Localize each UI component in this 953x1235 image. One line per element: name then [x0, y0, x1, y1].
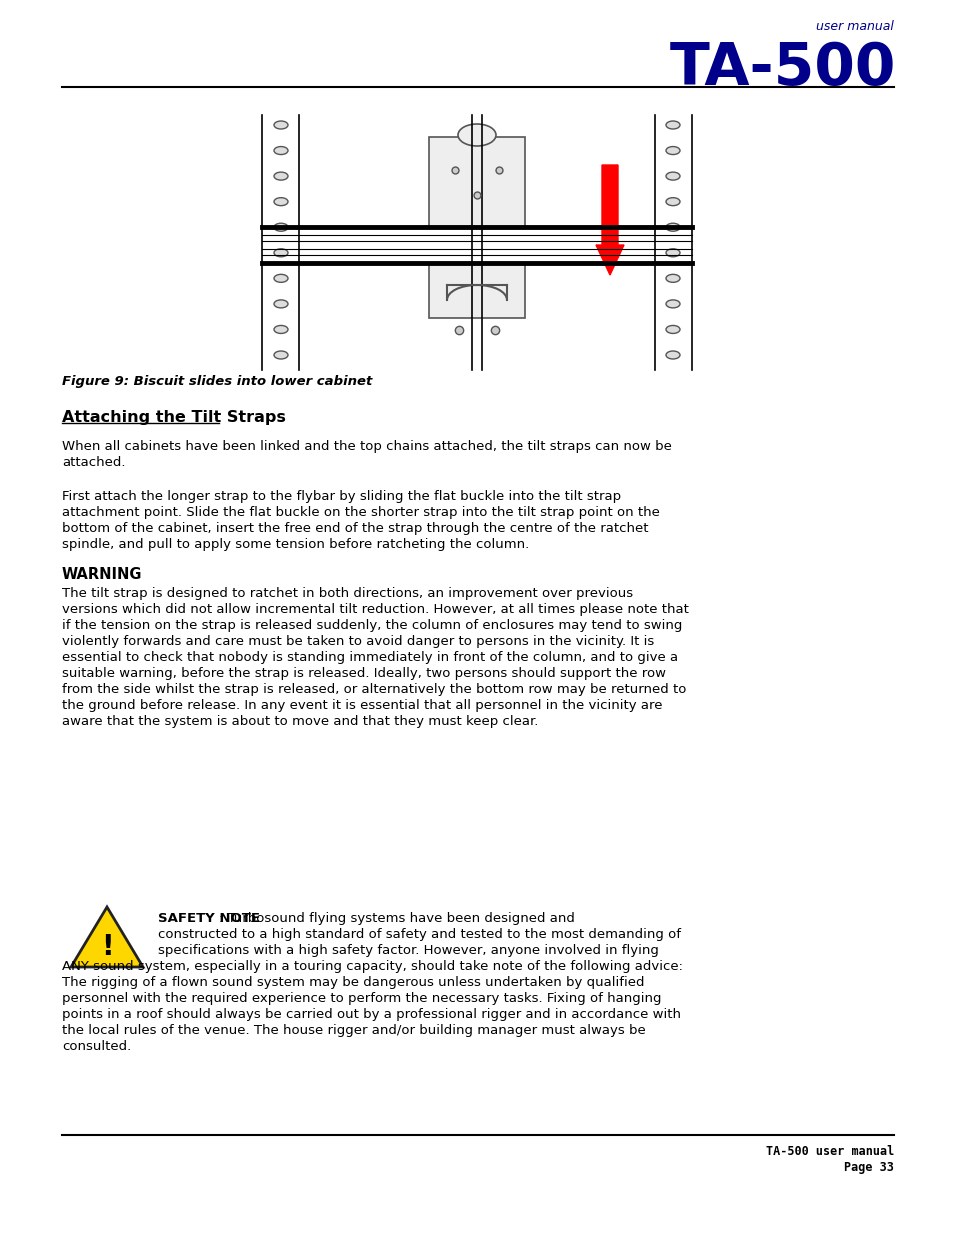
Ellipse shape — [274, 198, 288, 206]
Ellipse shape — [274, 300, 288, 308]
Text: : Turbosound flying systems have been designed and: : Turbosound flying systems have been de… — [219, 911, 575, 925]
Text: !: ! — [101, 932, 113, 961]
Text: spindle, and pull to apply some tension before ratcheting the column.: spindle, and pull to apply some tension … — [62, 538, 529, 551]
Text: The tilt strap is designed to ratchet in both directions, an improvement over pr: The tilt strap is designed to ratchet in… — [62, 587, 633, 600]
Ellipse shape — [665, 274, 679, 283]
Text: First attach the longer strap to the flybar by sliding the flat buckle into the : First attach the longer strap to the fly… — [62, 490, 620, 503]
Ellipse shape — [665, 300, 679, 308]
Text: aware that the system is about to move and that they must keep clear.: aware that the system is about to move a… — [62, 715, 537, 727]
Text: if the tension on the strap is released suddenly, the column of enclosures may t: if the tension on the strap is released … — [62, 619, 681, 632]
Text: user manual: user manual — [815, 20, 893, 33]
Text: Figure 9: Biscuit slides into lower cabinet: Figure 9: Biscuit slides into lower cabi… — [62, 375, 372, 388]
Text: bottom of the cabinet, insert the free end of the strap through the centre of th: bottom of the cabinet, insert the free e… — [62, 522, 648, 535]
Ellipse shape — [274, 274, 288, 283]
Text: Attaching the Tilt Straps: Attaching the Tilt Straps — [62, 410, 286, 425]
Bar — [429, 263, 524, 317]
Ellipse shape — [274, 326, 288, 333]
Ellipse shape — [457, 124, 496, 146]
Text: When all cabinets have been linked and the top chains attached, the tilt straps : When all cabinets have been linked and t… — [62, 440, 671, 453]
Ellipse shape — [665, 351, 679, 359]
Ellipse shape — [665, 248, 679, 257]
Ellipse shape — [274, 351, 288, 359]
Ellipse shape — [274, 172, 288, 180]
Ellipse shape — [665, 172, 679, 180]
Text: TA-500: TA-500 — [669, 40, 895, 98]
Ellipse shape — [665, 224, 679, 231]
Text: points in a roof should always be carried out by a professional rigger and in ac: points in a roof should always be carrie… — [62, 1008, 680, 1021]
Ellipse shape — [274, 147, 288, 154]
Text: the local rules of the venue. The house rigger and/or building manager must alwa: the local rules of the venue. The house … — [62, 1024, 645, 1037]
Ellipse shape — [665, 198, 679, 206]
Ellipse shape — [274, 248, 288, 257]
Text: SAFETY NOTE: SAFETY NOTE — [158, 911, 260, 925]
Text: TA-500 user manual: TA-500 user manual — [765, 1145, 893, 1158]
Text: essential to check that nobody is standing immediately in front of the column, a: essential to check that nobody is standi… — [62, 651, 678, 664]
Text: attachment point. Slide the flat buckle on the shorter strap into the tilt strap: attachment point. Slide the flat buckle … — [62, 506, 659, 519]
Text: violently forwards and care must be taken to avoid danger to persons in the vici: violently forwards and care must be take… — [62, 635, 654, 648]
Text: WARNING: WARNING — [62, 567, 142, 582]
FancyArrow shape — [596, 165, 623, 275]
Text: personnel with the required experience to perform the necessary tasks. Fixing of: personnel with the required experience t… — [62, 992, 660, 1005]
Ellipse shape — [665, 326, 679, 333]
Ellipse shape — [274, 121, 288, 128]
Ellipse shape — [665, 121, 679, 128]
Ellipse shape — [665, 147, 679, 154]
Text: ANY sound system, especially in a touring capacity, should take note of the foll: ANY sound system, especially in a tourin… — [62, 960, 682, 973]
Text: specifications with a high safety factor. However, anyone involved in flying: specifications with a high safety factor… — [158, 944, 659, 957]
Text: Page 33: Page 33 — [843, 1161, 893, 1174]
Ellipse shape — [274, 224, 288, 231]
Polygon shape — [71, 906, 143, 967]
Text: The rigging of a flown sound system may be dangerous unless undertaken by qualif: The rigging of a flown sound system may … — [62, 976, 644, 989]
Text: suitable warning, before the strap is released. Ideally, two persons should supp: suitable warning, before the strap is re… — [62, 667, 665, 680]
Text: consulted.: consulted. — [62, 1040, 132, 1053]
Text: the ground before release. In any event it is essential that all personnel in th: the ground before release. In any event … — [62, 699, 661, 713]
Text: attached.: attached. — [62, 456, 126, 469]
Bar — [429, 137, 524, 227]
Text: constructed to a high standard of safety and tested to the most demanding of: constructed to a high standard of safety… — [158, 927, 680, 941]
Text: versions which did not allow incremental tilt reduction. However, at all times p: versions which did not allow incremental… — [62, 603, 688, 616]
Text: from the side whilst the strap is released, or alternatively the bottom row may : from the side whilst the strap is releas… — [62, 683, 685, 697]
